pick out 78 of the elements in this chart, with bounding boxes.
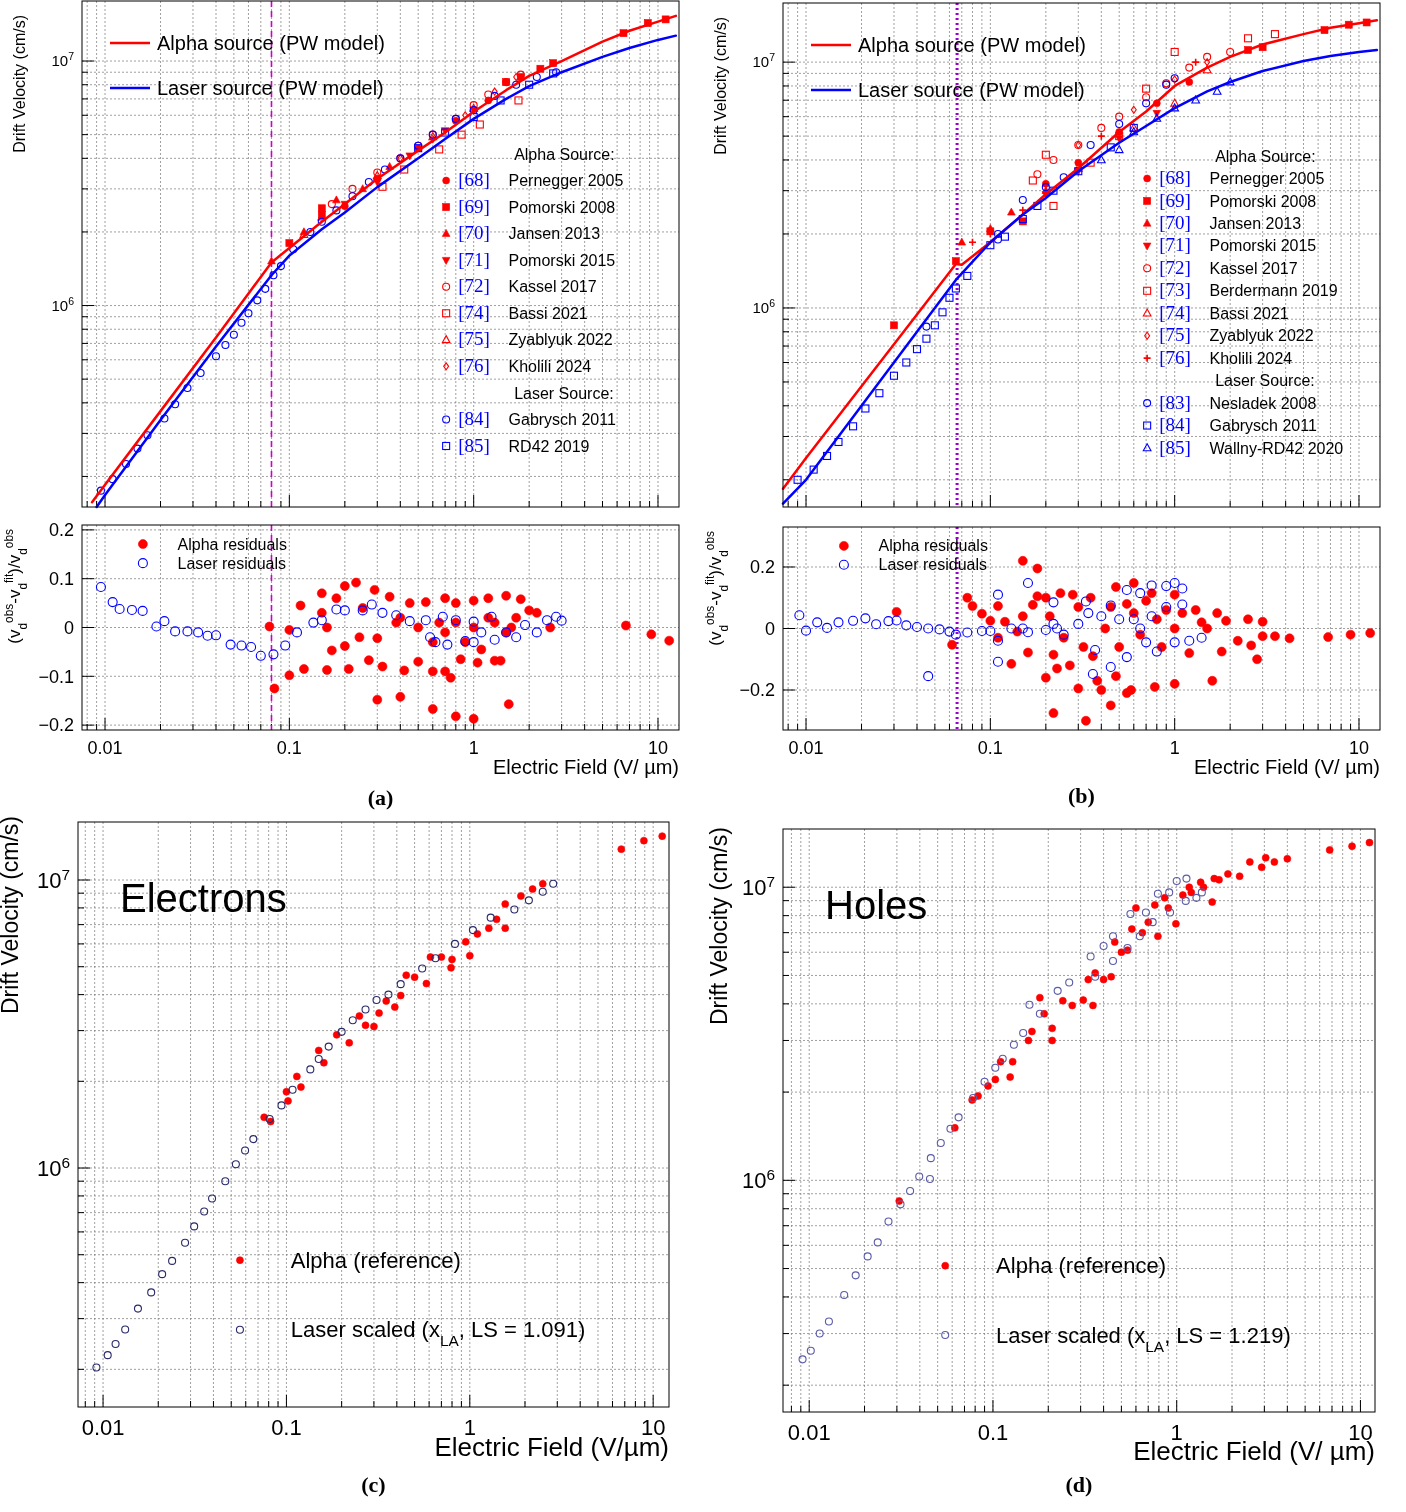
y-tick-label: 10$^{6}$ <box>51 294 75 314</box>
legend-label: [68] Pernegger 2005 <box>458 169 624 191</box>
x-tick-label: 0.01 <box>81 1415 125 1440</box>
x-tick-label: 1 <box>468 738 479 758</box>
x-tick-label: 10 <box>647 738 669 758</box>
y-tick-label: 0 <box>63 617 74 638</box>
legend-label: [71] Pomorski 2015 <box>458 248 616 270</box>
legend-label: [75] Zyablyuk 2022 <box>458 328 613 350</box>
legend-label: [76] Kholili 2024 <box>1159 346 1293 368</box>
legend-label: [69] Pomorski 2008 <box>458 195 616 217</box>
x-tick-label: 0.01 <box>87 738 123 758</box>
text: (a) <box>367 785 394 810</box>
legend-label: Laser source (PW model) <box>157 77 384 99</box>
x-tick-label: 0.01 <box>787 1420 831 1445</box>
legend-label: Alpha source (PW model) <box>157 32 385 54</box>
legend-label: [72] Kassel 2017 <box>458 275 597 297</box>
legend-label: [83] Nesladek 2008 <box>1159 391 1317 413</box>
y-axis-title: Drift Velocity (cm/s) <box>11 15 28 153</box>
y-tick-label: 10$^{7}$ <box>36 865 70 893</box>
legend-label: [69] Pomorski 2008 <box>1159 189 1317 211</box>
legend-label: [71] Pomorski 2015 <box>1159 234 1317 256</box>
legend-label: Alpha (reference) <box>996 1253 1167 1279</box>
y-tick-label: 10$^{7}$ <box>51 50 75 70</box>
legend-label: Laser scaled (x$_{LA}$, LS = 1.219) <box>996 1322 1291 1355</box>
legend-label: [85] Wallny-RD42 2020 <box>1159 436 1344 458</box>
legend-label: [74] Bassi 2021 <box>1159 301 1289 323</box>
annotation: Laser Source: <box>514 384 614 402</box>
legend-title: Alpha Source: <box>1215 147 1316 165</box>
text: Holes <box>825 883 928 927</box>
legend-label: [73] Berdermann 2019 <box>1159 279 1338 301</box>
y-tick-label: 0.2 <box>749 557 775 578</box>
legend-label: Laser residuals <box>878 556 988 574</box>
legend-label: [72] Kassel 2017 <box>1159 256 1298 278</box>
legend-label: Laser residuals <box>177 554 287 572</box>
y-tick-label: −0.2 <box>38 715 74 736</box>
x-tick-label: 0.01 <box>788 738 824 758</box>
legend-label: Alpha (reference) <box>290 1247 461 1273</box>
text: Electrons <box>120 876 287 920</box>
legend-label: Alpha source (PW model) <box>858 34 1086 56</box>
legend-label: [70] Jansen 2013 <box>1159 211 1302 233</box>
text: (c) <box>361 1472 386 1497</box>
text: (d) <box>1065 1472 1093 1497</box>
y-tick-label: 10$^{6}$ <box>36 1153 70 1181</box>
x-tick-label: 0.1 <box>271 1415 302 1440</box>
y-axis-title: Drift Velocity (cm/s) <box>0 816 23 1015</box>
legend-label: [84] Gabrysch 2011 <box>1159 414 1317 436</box>
x-tick-label: 1 <box>1169 738 1180 758</box>
y-tick-label: 10$^{7}$ <box>741 872 775 900</box>
legend-label: Alpha residuals <box>878 537 988 555</box>
x-axis-title: Electric Field (V/ µm) <box>493 756 679 778</box>
annotation: Laser Source: <box>1215 372 1315 390</box>
y-tick-label: 10$^{6}$ <box>741 1165 775 1194</box>
x-tick-label: 10 <box>1348 738 1370 758</box>
legend-label: [85] RD42 2019 <box>458 434 590 456</box>
y-tick-label: 0 <box>764 618 775 639</box>
legend-label: [76] Kholili 2024 <box>458 354 592 376</box>
y-tick-label: 0.2 <box>48 520 74 541</box>
y-tick-label: −0.1 <box>38 666 74 687</box>
legend-label: Laser source (PW model) <box>858 79 1085 101</box>
legend-label: Laser scaled (x$_{LA}$, LS = 1.091) <box>290 1317 586 1349</box>
x-tick-label: 0.1 <box>977 1420 1009 1445</box>
x-tick-label: 0.1 <box>977 738 1003 758</box>
legend-label: [74] Bassi 2021 <box>458 301 588 323</box>
y-tick-label: 10$^{7}$ <box>752 51 776 71</box>
legend-title: Alpha Source: <box>514 145 615 163</box>
legend-label: [84] Gabrysch 2011 <box>458 408 616 430</box>
text: (b) <box>1068 783 1095 808</box>
legend-label: [75] Zyablyuk 2022 <box>1159 324 1314 346</box>
y-tick-label: 10$^{6}$ <box>752 297 776 317</box>
legend-label: [68] Pernegger 2005 <box>1159 167 1325 189</box>
y-tick-label: −0.2 <box>739 680 775 701</box>
legend-label: Alpha residuals <box>177 535 287 553</box>
x-tick-label: 0.1 <box>276 738 302 758</box>
legend-label: [70] Jansen 2013 <box>458 222 601 244</box>
y-axis-title: Drift Velocity (cm/s) <box>712 17 729 155</box>
y-tick-label: 0.1 <box>48 568 74 589</box>
y-axis-title: Drift Velocity (cm/s) <box>706 827 732 1026</box>
x-axis-title: Electric Field (V/ µm) <box>1194 756 1380 778</box>
